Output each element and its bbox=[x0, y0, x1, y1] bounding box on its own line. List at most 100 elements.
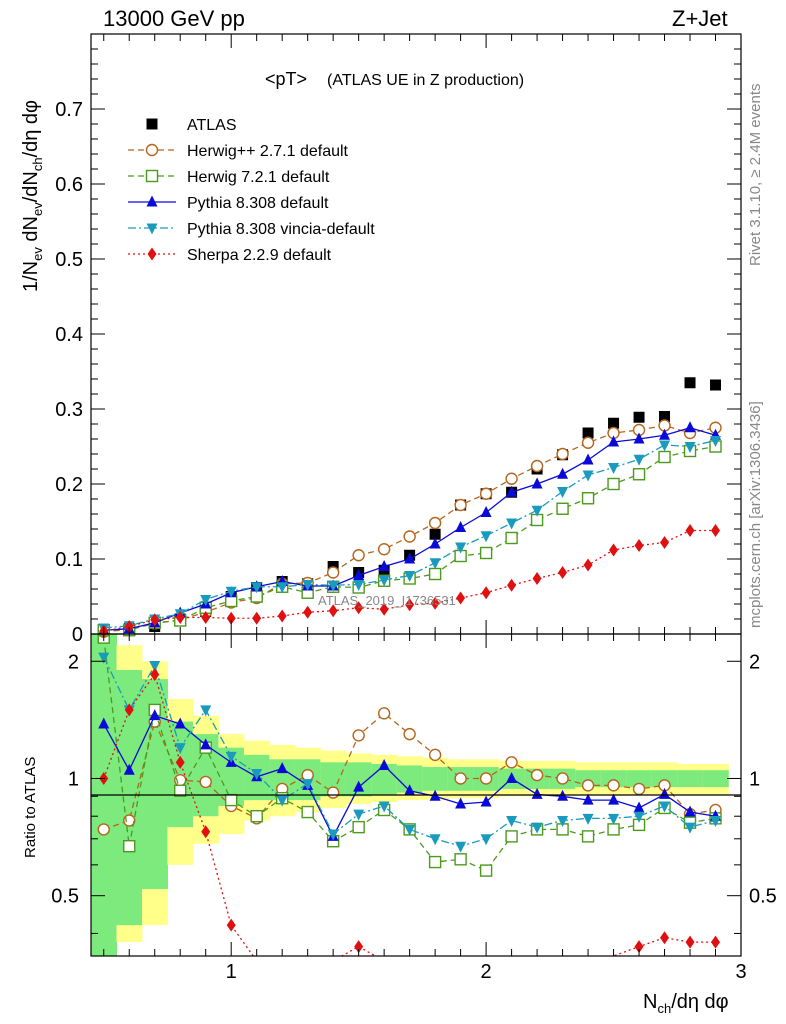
ratio-series-layer bbox=[97, 634, 722, 956]
mcplots-label: mcplots.cern.ch [arXiv:1306.3436] bbox=[747, 401, 764, 628]
ratio-point-herwig-2-7-1-default bbox=[326, 786, 340, 799]
point-pythia-8-308-default bbox=[684, 421, 696, 433]
ratio-point-pythia-8-308-vincia-default bbox=[404, 824, 416, 836]
point-atlas bbox=[633, 411, 645, 423]
point-sherpa-2-2-9-default bbox=[277, 609, 287, 623]
point-herwig-2-7-1-default bbox=[479, 487, 493, 500]
point-sherpa-2-2-9-default bbox=[456, 591, 466, 605]
ratio-point-herwig-2-7-1-default bbox=[454, 772, 467, 785]
ratio-point-herwig-7-2-1-default bbox=[479, 864, 493, 877]
ratio-point-herwig-7-2-1-default bbox=[123, 839, 136, 853]
ratio-point-herwig-2-7-1-default bbox=[123, 814, 136, 827]
point-sherpa-2-2-9-default bbox=[175, 611, 185, 624]
x-tick-label: 2 bbox=[481, 961, 492, 983]
point-herwig-2-7-1-default bbox=[505, 472, 518, 485]
point-pythia-8-308-vincia-default bbox=[531, 505, 543, 517]
point-pythia-8-308-default bbox=[353, 569, 365, 580]
point-herwig-2-7-1-default bbox=[530, 459, 544, 473]
legend-label-pythia-8-308-default: Pythia 8.308 default bbox=[187, 195, 329, 212]
ratio-point-pythia-8-308-vincia-default bbox=[506, 815, 518, 827]
ratio-point-herwig-2-7-1-default bbox=[632, 782, 646, 796]
y-tick-label: 0.3 bbox=[55, 399, 83, 421]
ratio-point-pythia-8-308-vincia-default bbox=[531, 822, 543, 834]
point-herwig-7-2-1-default bbox=[632, 468, 646, 481]
ratio-point-herwig-2-7-1-default bbox=[97, 823, 110, 836]
ratio-point-sherpa-2-2-9-default bbox=[226, 918, 236, 932]
ratio-point-herwig-7-2-1-default bbox=[250, 810, 263, 823]
ratio-point-herwig-7-2-1-default bbox=[301, 805, 314, 819]
ratio-tick-label: 2 bbox=[68, 651, 79, 673]
point-herwig-2-7-1-default bbox=[428, 516, 442, 530]
point-sherpa-2-2-9-default bbox=[201, 611, 211, 624]
legend-label-sherpa-2-2-9-default: Sherpa 2.2.9 default bbox=[187, 247, 332, 264]
point-sherpa-2-2-9-default bbox=[354, 601, 364, 615]
point-pythia-8-308-vincia-default bbox=[378, 575, 390, 587]
ratio-point-pythia-8-308-default bbox=[174, 717, 186, 729]
legend-label-herwig-7-2-1-default: Herwig 7.2.1 default bbox=[187, 169, 330, 186]
point-pythia-8-308-vincia-default bbox=[200, 595, 212, 606]
ratio-point-herwig-7-2-1-default bbox=[224, 793, 238, 807]
point-herwig-2-7-1-default bbox=[403, 530, 416, 543]
rivet-version-label: Rivet 3.1.10, ≥ 2.4M events bbox=[747, 83, 764, 267]
ratio-tick-label-right: 0.5 bbox=[749, 886, 777, 908]
ratio-point-pythia-8-308-vincia-default bbox=[251, 768, 263, 780]
ratio-point-herwig-2-7-1-default bbox=[199, 775, 212, 789]
ratio-point-herwig-2-7-1-default bbox=[377, 707, 391, 720]
ratio-point-herwig-2-7-1-default bbox=[479, 772, 493, 785]
ratio-point-pythia-8-308-default bbox=[353, 780, 365, 792]
header-right: Z+Jet bbox=[672, 6, 728, 31]
point-atlas bbox=[429, 528, 441, 540]
legend-marker-herwig-7-2-1-default bbox=[145, 169, 159, 183]
point-sherpa-2-2-9-default bbox=[711, 524, 721, 537]
ratio-point-herwig-2-7-1-default bbox=[556, 772, 569, 785]
point-pythia-8-308-vincia-default bbox=[225, 586, 237, 598]
point-pythia-8-308-default bbox=[659, 428, 671, 440]
ratio-point-pythia-8-308-vincia-default bbox=[378, 801, 390, 813]
ratio-point-pythia-8-308-default bbox=[404, 784, 416, 796]
ratio-point-pythia-8-308-default bbox=[276, 762, 288, 774]
point-pythia-8-308-default bbox=[429, 537, 441, 549]
chart-subtitle: (ATLAS UE in Z production) bbox=[327, 72, 524, 89]
point-herwig-7-2-1-default bbox=[658, 450, 671, 464]
band-inner-bin bbox=[677, 770, 704, 788]
legend-label-herwig-2-7-1-default: Herwig++ 2.7.1 default bbox=[187, 143, 349, 160]
legend-label-atlas: ATLAS bbox=[187, 117, 237, 134]
ratio-point-herwig-7-2-1-default bbox=[454, 853, 467, 866]
point-sherpa-2-2-9-default bbox=[150, 613, 160, 627]
ratio-point-sherpa-2-2-9-default bbox=[711, 935, 721, 949]
ratio-point-herwig-7-2-1-default bbox=[352, 820, 365, 834]
point-pythia-8-308-default bbox=[455, 521, 467, 532]
ratio-point-pythia-8-308-vincia-default bbox=[98, 652, 110, 664]
header-left: 13000 GeV pp bbox=[103, 6, 245, 31]
y-tick-label: 0.6 bbox=[55, 174, 83, 196]
point-sherpa-2-2-9-default bbox=[583, 558, 593, 572]
legend-marker-herwig-2-7-1-default bbox=[145, 143, 159, 157]
ratio-point-herwig-7-2-1-default bbox=[505, 830, 518, 843]
ratio-point-pythia-8-308-vincia-default bbox=[149, 661, 161, 673]
point-sherpa-2-2-9-default bbox=[481, 586, 491, 600]
y-axis-label: 1/Nev dNev/dNch/dη dφ bbox=[20, 99, 45, 292]
legend: ATLAS Herwig++ 2.7.1 default Herwig 7.2.1 … bbox=[128, 117, 375, 264]
ratio-point-pythia-8-308-vincia-default bbox=[429, 834, 441, 846]
point-pythia-8-308-vincia-default bbox=[455, 542, 467, 554]
ratio-point-pythia-8-308-default bbox=[455, 797, 467, 809]
point-pythia-8-308-vincia-default bbox=[659, 440, 671, 452]
y-tick-label: 0.7 bbox=[55, 99, 83, 121]
point-pythia-8-308-vincia-default bbox=[710, 436, 722, 447]
point-herwig-2-7-1-default bbox=[556, 447, 569, 461]
point-herwig-7-2-1-default bbox=[428, 567, 442, 581]
ratio-point-pythia-8-308-vincia-default bbox=[608, 813, 620, 825]
point-herwig-2-7-1-default bbox=[377, 543, 391, 556]
ratio-point-pythia-8-308-default bbox=[149, 709, 161, 721]
ratio-point-pythia-8-308-default bbox=[582, 793, 594, 805]
point-atlas bbox=[608, 417, 620, 429]
point-pythia-8-308-default bbox=[531, 477, 543, 489]
axes-ticks: 0 0.1 0.2 0.3 0.4 0.5 0.6 0.7 1 2 3 0.5 0.5 1 1 2 2 bbox=[51, 33, 777, 983]
point-sherpa-2-2-9-default bbox=[685, 524, 695, 537]
ratio-point-herwig-2-7-1-default bbox=[607, 779, 620, 792]
legend-marker-sherpa-2-2-9-default bbox=[147, 247, 157, 261]
y-tick-label: 0 bbox=[72, 624, 83, 646]
ratio-point-pythia-8-308-vincia-default bbox=[659, 801, 671, 813]
legend-marker-atlas bbox=[146, 118, 158, 130]
ratio-point-sherpa-2-2-9-default bbox=[354, 940, 364, 954]
